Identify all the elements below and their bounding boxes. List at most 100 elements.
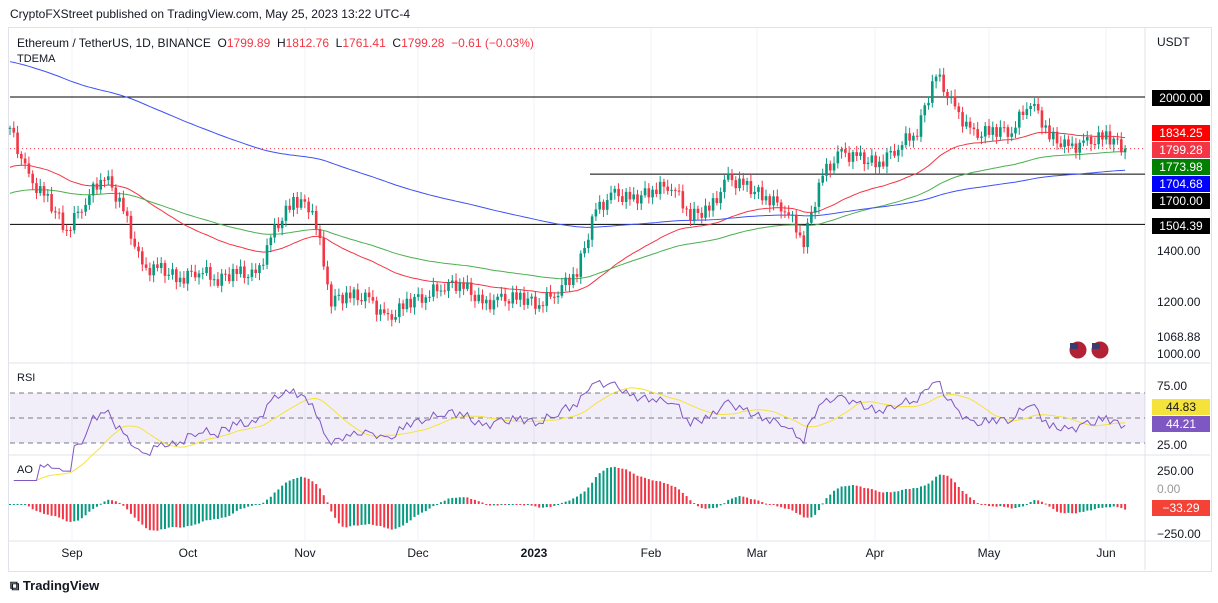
ao-bar bbox=[352, 504, 355, 526]
open-label: O bbox=[217, 36, 227, 50]
candle-body bbox=[560, 285, 564, 296]
candle-body bbox=[553, 296, 556, 298]
candle-body bbox=[874, 155, 877, 168]
candle-body bbox=[587, 239, 590, 249]
candle-body bbox=[364, 292, 367, 302]
candle-body bbox=[167, 274, 171, 276]
candle-body bbox=[1040, 110, 1044, 128]
ao-title[interactable]: AO bbox=[17, 464, 33, 476]
candle-body bbox=[484, 299, 488, 304]
candle-body bbox=[61, 212, 65, 230]
candle-body bbox=[855, 152, 859, 156]
candle-body bbox=[545, 292, 549, 306]
candle-body bbox=[348, 292, 352, 299]
ao-bar bbox=[749, 499, 752, 504]
low-label: L bbox=[335, 36, 343, 50]
flag-canton bbox=[1092, 343, 1100, 349]
ao-bar bbox=[235, 504, 238, 511]
candle-body bbox=[598, 201, 601, 210]
ao-bar bbox=[220, 504, 223, 518]
candle-body bbox=[745, 180, 749, 185]
ao-bar bbox=[889, 492, 892, 504]
candle-body bbox=[1044, 125, 1048, 128]
candle-body bbox=[133, 238, 137, 247]
ao-bar bbox=[515, 504, 518, 505]
ao-bar bbox=[662, 482, 665, 504]
candle-body bbox=[825, 163, 828, 176]
tradingview-logo[interactable]: ⧉ TradingView bbox=[10, 578, 100, 593]
candle-body bbox=[129, 215, 133, 239]
candle-body bbox=[35, 183, 38, 194]
ao-bar bbox=[322, 495, 325, 504]
open-value: 1799.89 bbox=[226, 36, 271, 50]
candle-body bbox=[583, 248, 586, 254]
ao-bar bbox=[621, 468, 624, 504]
ao-bar bbox=[753, 499, 756, 504]
candle-body bbox=[314, 210, 318, 229]
candle-body bbox=[65, 229, 68, 231]
time-tick: Mar bbox=[746, 546, 768, 560]
candle-body bbox=[1093, 144, 1097, 146]
ao-bar bbox=[24, 504, 27, 505]
ao-bar bbox=[564, 501, 567, 504]
candle-body bbox=[1086, 136, 1089, 141]
candle-body bbox=[1104, 131, 1108, 140]
candle-body bbox=[405, 298, 409, 310]
candle-body bbox=[949, 96, 953, 99]
ao-bar bbox=[1071, 504, 1074, 514]
candle-body bbox=[398, 303, 401, 318]
candle-body bbox=[171, 269, 174, 275]
ao-bar bbox=[961, 491, 964, 504]
ao-bar bbox=[1010, 504, 1013, 509]
ao-bar bbox=[201, 504, 204, 522]
candle-body bbox=[749, 180, 753, 195]
candle-body bbox=[205, 267, 208, 274]
ao-bar bbox=[848, 485, 851, 504]
candle-body bbox=[991, 127, 995, 135]
candle-body bbox=[1101, 132, 1104, 140]
chart-frame bbox=[8, 27, 1212, 572]
rsi-title[interactable]: RSI bbox=[17, 372, 36, 384]
candle-body bbox=[983, 126, 987, 137]
candle-body bbox=[243, 266, 246, 278]
price-tick: 1068.88 bbox=[1157, 330, 1201, 344]
candle-body bbox=[1033, 103, 1036, 106]
close-value: 1799.28 bbox=[401, 36, 445, 50]
ao-bar bbox=[88, 504, 91, 512]
ao-bar bbox=[738, 496, 741, 504]
candle-body bbox=[1123, 148, 1127, 153]
ao-bar bbox=[163, 504, 166, 529]
ao-bar bbox=[156, 504, 159, 531]
ao-bar bbox=[696, 504, 699, 507]
ao-bar bbox=[870, 489, 873, 504]
candle-body bbox=[156, 264, 159, 268]
ao-bar bbox=[375, 504, 378, 526]
ao-bar bbox=[99, 503, 102, 505]
ao-bar bbox=[681, 492, 684, 504]
candle-body bbox=[337, 294, 341, 296]
ao-bar bbox=[772, 504, 775, 505]
ao-bar bbox=[31, 504, 34, 510]
ao-bar bbox=[250, 504, 253, 506]
ao-bar bbox=[530, 504, 533, 506]
high-label: H bbox=[276, 36, 286, 50]
indicator-tdema[interactable]: TDEMA bbox=[17, 53, 56, 65]
ao-bar bbox=[708, 504, 711, 509]
candle-body bbox=[522, 292, 526, 305]
candle-body bbox=[1025, 109, 1029, 115]
time-tick: Jun bbox=[1096, 546, 1116, 560]
candle-body bbox=[163, 263, 167, 276]
ao-bar bbox=[356, 504, 359, 526]
ao-bar bbox=[489, 504, 492, 506]
candle-body bbox=[734, 180, 738, 189]
ao-bar bbox=[224, 504, 227, 518]
ao-bar bbox=[413, 504, 416, 517]
ao-bar bbox=[799, 504, 802, 515]
candle-body bbox=[462, 282, 465, 289]
ao-bar bbox=[27, 504, 30, 507]
candle-body bbox=[738, 178, 741, 189]
candle-body bbox=[673, 189, 677, 191]
candle-body bbox=[859, 152, 862, 156]
ao-bar bbox=[417, 504, 420, 515]
